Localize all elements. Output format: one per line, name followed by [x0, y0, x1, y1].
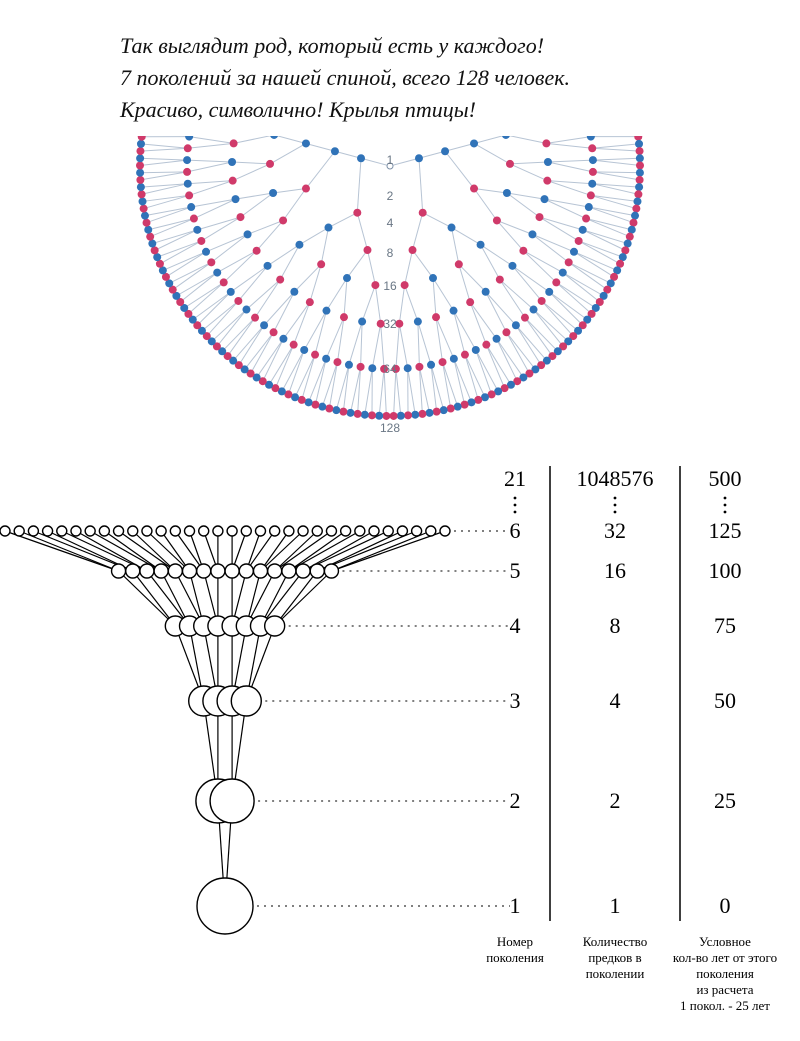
- svg-text:кол-во лет от этого: кол-во лет от этого: [673, 950, 777, 965]
- svg-text:1: 1: [387, 153, 394, 167]
- svg-text:поколения: поколения: [486, 950, 544, 965]
- svg-text:4: 4: [387, 216, 394, 230]
- svg-text:100: 100: [709, 558, 742, 583]
- svg-text:5: 5: [510, 558, 521, 583]
- svg-text:Условное: Условное: [699, 934, 751, 949]
- svg-text:1: 1: [610, 893, 621, 918]
- svg-text:Количество: Количество: [583, 934, 647, 949]
- svg-text:4: 4: [510, 613, 521, 638]
- svg-text:25: 25: [714, 788, 736, 813]
- svg-text:75: 75: [714, 613, 736, 638]
- generation-tree-diagram: 21 1048576 500 1 1 0 2 2 25 3 4 50 4 8 75 5 16 100 6 32 125 Н…: [0, 446, 800, 1036]
- svg-text:21: 21: [504, 466, 526, 491]
- title-line-3: Красиво, символично! Крылья птицы!: [120, 94, 740, 126]
- svg-text:125: 125: [709, 518, 742, 543]
- svg-text:1048576: 1048576: [577, 466, 654, 491]
- svg-text:Номер: Номер: [497, 934, 533, 949]
- svg-text:0: 0: [720, 893, 731, 918]
- svg-text:1: 1: [510, 893, 521, 918]
- title-block: Так выглядит род, который есть у каждого…: [0, 30, 800, 126]
- svg-text:16: 16: [604, 558, 626, 583]
- svg-text:128: 128: [380, 421, 400, 435]
- svg-text:1 покол. - 25 лет: 1 покол. - 25 лет: [680, 998, 770, 1013]
- svg-text:64: 64: [383, 362, 397, 376]
- svg-text:32: 32: [604, 518, 626, 543]
- svg-text:16: 16: [383, 279, 397, 293]
- svg-text:6: 6: [510, 518, 521, 543]
- svg-text:поколения: поколения: [696, 966, 754, 981]
- svg-text:поколении: поколении: [586, 966, 645, 981]
- fan-tree-diagram: 1 2 4 8 16 32 64 128: [90, 136, 710, 436]
- title-line-1: Так выглядит род, который есть у каждого…: [120, 30, 740, 62]
- svg-text:2: 2: [610, 788, 621, 813]
- svg-text:8: 8: [610, 613, 621, 638]
- svg-text:4: 4: [610, 688, 621, 713]
- svg-text:32: 32: [383, 317, 397, 331]
- svg-text:50: 50: [714, 688, 736, 713]
- svg-text:8: 8: [387, 246, 394, 260]
- svg-text:предков в: предков в: [588, 950, 641, 965]
- svg-text:500: 500: [709, 466, 742, 491]
- svg-text:2: 2: [387, 189, 394, 203]
- svg-text:2: 2: [510, 788, 521, 813]
- svg-text:из расчета: из расчета: [696, 982, 753, 997]
- svg-text:3: 3: [510, 688, 521, 713]
- title-line-2: 7 поколений за нашей спиной, всего 128 ч…: [120, 62, 740, 94]
